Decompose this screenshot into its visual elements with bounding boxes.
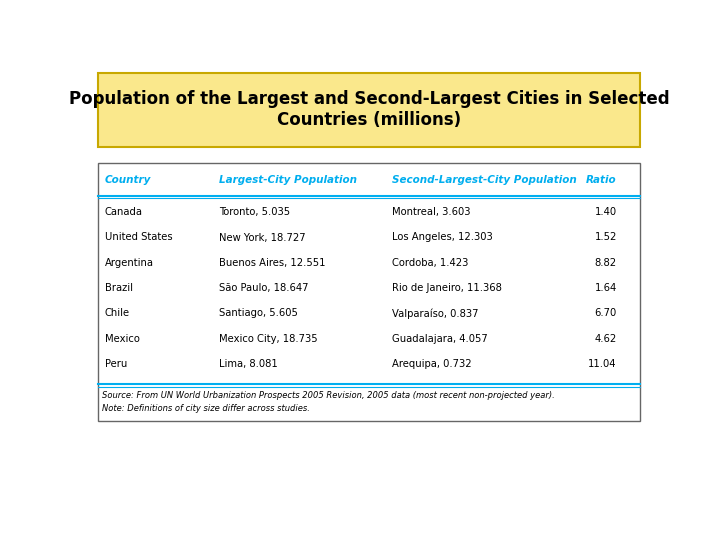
Text: Arequipa, 0.732: Arequipa, 0.732 bbox=[392, 359, 472, 369]
FancyBboxPatch shape bbox=[98, 72, 640, 147]
Text: Santiago, 5.605: Santiago, 5.605 bbox=[219, 308, 298, 319]
Text: 6.70: 6.70 bbox=[595, 308, 617, 319]
Text: Source: From UN World Urbanization Prospects 2005 Revision, 2005 data (most rece: Source: From UN World Urbanization Prosp… bbox=[102, 392, 555, 400]
Text: Buenos Aires, 12.551: Buenos Aires, 12.551 bbox=[219, 258, 325, 268]
Text: 1.40: 1.40 bbox=[595, 207, 617, 217]
Text: United States: United States bbox=[105, 233, 173, 242]
Text: New York, 18.727: New York, 18.727 bbox=[219, 233, 305, 242]
Text: 11.04: 11.04 bbox=[588, 359, 617, 369]
Text: Lima, 8.081: Lima, 8.081 bbox=[219, 359, 278, 369]
Text: Montreal, 3.603: Montreal, 3.603 bbox=[392, 207, 471, 217]
Text: Valparaíso, 0.837: Valparaíso, 0.837 bbox=[392, 308, 479, 319]
Text: Cordoba, 1.423: Cordoba, 1.423 bbox=[392, 258, 469, 268]
Text: Chile: Chile bbox=[105, 308, 130, 319]
Text: Mexico City, 18.735: Mexico City, 18.735 bbox=[219, 334, 318, 343]
Text: Argentina: Argentina bbox=[105, 258, 154, 268]
Text: Second-Largest-City Population: Second-Largest-City Population bbox=[392, 176, 577, 185]
Text: Note: Definitions of city size differ across studies.: Note: Definitions of city size differ ac… bbox=[102, 404, 310, 414]
Text: Mexico: Mexico bbox=[105, 334, 140, 343]
Text: 8.82: 8.82 bbox=[595, 258, 617, 268]
Text: São Paulo, 18.647: São Paulo, 18.647 bbox=[219, 283, 308, 293]
Text: Country: Country bbox=[105, 176, 151, 185]
Text: Largest-City Population: Largest-City Population bbox=[219, 176, 357, 185]
Text: Canada: Canada bbox=[105, 207, 143, 217]
Text: Rio de Janeiro, 11.368: Rio de Janeiro, 11.368 bbox=[392, 283, 503, 293]
Text: Ratio: Ratio bbox=[586, 176, 617, 185]
Text: Toronto, 5.035: Toronto, 5.035 bbox=[219, 207, 290, 217]
Text: Brazil: Brazil bbox=[105, 283, 133, 293]
Text: 1.52: 1.52 bbox=[595, 233, 617, 242]
Text: Peru: Peru bbox=[105, 359, 127, 369]
Text: Population of the Largest and Second-Largest Cities in Selected
Countries (milli: Population of the Largest and Second-Lar… bbox=[68, 90, 670, 129]
Text: 4.62: 4.62 bbox=[595, 334, 617, 343]
FancyBboxPatch shape bbox=[98, 164, 640, 421]
Text: Guadalajara, 4.057: Guadalajara, 4.057 bbox=[392, 334, 488, 343]
Text: 1.64: 1.64 bbox=[595, 283, 617, 293]
Text: Los Angeles, 12.303: Los Angeles, 12.303 bbox=[392, 233, 493, 242]
